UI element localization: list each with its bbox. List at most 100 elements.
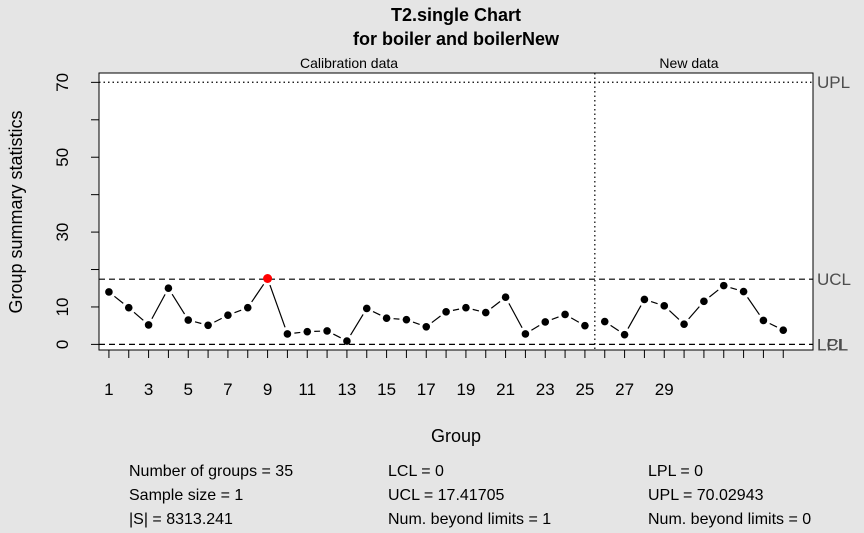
series-2-segment <box>769 322 778 328</box>
lpl-label: LPL <box>817 335 847 354</box>
y-tick-label: 30 <box>53 223 72 242</box>
x-tick-label: 7 <box>223 380 232 399</box>
stat-beyond-control-limits: Num. beyond limits = 1 <box>388 511 552 528</box>
data-point <box>541 318 550 326</box>
series-1-segment <box>133 311 144 321</box>
x-tick-label: 21 <box>496 380 515 399</box>
data-point <box>600 317 609 326</box>
x-tick-label: 19 <box>456 380 475 399</box>
data-point <box>164 284 173 293</box>
data-point <box>343 337 351 345</box>
x-tick-label: 13 <box>337 380 356 399</box>
data-point <box>204 321 212 330</box>
series-2-segment <box>688 306 700 320</box>
series-1-segment <box>151 294 166 320</box>
stat-upl: UPL = 70.02943 <box>648 487 764 504</box>
data-point <box>303 327 312 336</box>
x-tick-label: 27 <box>615 380 634 399</box>
stats-column-1: Number of groups = 35 Sample size = 1 |S… <box>129 460 293 532</box>
data-point <box>283 330 292 338</box>
data-point <box>442 308 450 316</box>
stat-lcl: LCL = 0 <box>388 463 444 480</box>
data-point <box>124 303 133 312</box>
y-axis-label: Group summary statistics <box>6 110 26 313</box>
x-tick-label: 3 <box>144 380 153 399</box>
series-1-segment <box>570 317 580 323</box>
x-tick-label: 25 <box>575 380 594 399</box>
series-1-segment <box>531 325 540 331</box>
upl-label: UPL <box>817 73 850 92</box>
series-1-segment <box>214 317 222 323</box>
series-2-segment <box>730 287 738 291</box>
series-1-segment <box>452 308 460 311</box>
series-1-segment <box>372 310 381 316</box>
data-point <box>581 321 589 330</box>
x-tick-label: 29 <box>655 380 674 399</box>
y-tick-label: 0 <box>53 340 72 349</box>
y-tick-label: 50 <box>53 148 72 167</box>
series-1-segment <box>490 301 501 309</box>
data-point <box>105 288 113 296</box>
series-1-segment <box>234 309 242 314</box>
x-tick-label: 15 <box>377 380 396 399</box>
series-1-segment <box>269 284 286 328</box>
data-point <box>422 322 431 331</box>
y-tick-label: 10 <box>53 297 72 316</box>
series-1-segment <box>114 295 124 304</box>
stat-sample-size: Sample size = 1 <box>129 487 244 504</box>
x-tick-label: 23 <box>536 380 555 399</box>
violation-point <box>263 274 273 284</box>
data-point <box>462 303 470 312</box>
series-1-segment <box>472 308 480 312</box>
data-point <box>402 315 411 324</box>
lcl-label: LCL <box>817 335 848 354</box>
phase-label-calibration: Calibration data <box>300 55 398 71</box>
data-point <box>640 295 649 304</box>
series-1-segment <box>350 314 364 336</box>
series-1-segment <box>194 321 202 325</box>
data-point <box>779 326 788 334</box>
plot-area <box>98 72 814 351</box>
x-tick-label: 1 <box>104 380 113 399</box>
data-point <box>739 287 748 296</box>
stat-ucl: UCL = 17.41705 <box>388 487 505 504</box>
data-point <box>700 297 708 306</box>
x-tick-label: 11 <box>298 380 316 399</box>
y-tick-label: 70 <box>53 73 72 92</box>
series-1-segment <box>251 283 265 303</box>
data-point <box>521 330 530 338</box>
data-point <box>323 327 331 335</box>
chart-subtitle: for boiler and boilerNew <box>353 29 560 49</box>
series-1-segment <box>333 333 341 339</box>
ucl-label: UCL <box>817 270 851 289</box>
stat-lpl: LPL = 0 <box>648 463 704 480</box>
series-1-segment <box>508 303 523 329</box>
data-point <box>184 316 193 324</box>
stat-determinant: |S| = 8313.241 <box>129 511 233 528</box>
data-point <box>362 304 371 313</box>
series-2-segment <box>610 324 620 332</box>
data-point <box>382 314 391 322</box>
series-2-segment <box>709 289 719 298</box>
data-point <box>224 311 232 319</box>
series-2-segment <box>650 301 658 305</box>
chart-title: T2.single Chart <box>391 5 521 25</box>
series-1-segment <box>551 316 559 321</box>
data-point <box>620 330 629 339</box>
data-point <box>501 293 510 302</box>
stats-column-2: LCL = 0 UCL = 17.41705 Num. beyond limit… <box>388 460 551 532</box>
x-tick-label: 9 <box>263 380 272 399</box>
series-1-segment <box>431 315 441 324</box>
series-2-segment <box>668 310 680 320</box>
series-1-segment <box>294 331 301 334</box>
phase-label-new: New data <box>659 55 718 71</box>
series-2-segment <box>627 305 642 329</box>
series-1-segment <box>412 321 420 325</box>
data-point <box>719 281 728 290</box>
data-point <box>144 321 153 329</box>
data-point <box>243 303 252 312</box>
series-1-segment <box>171 293 186 315</box>
stat-number-of-groups: Number of groups = 35 <box>129 463 294 480</box>
